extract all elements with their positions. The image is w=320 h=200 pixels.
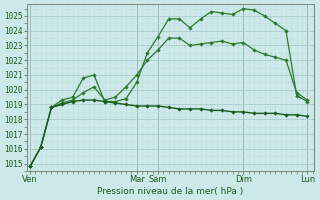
X-axis label: Pression niveau de la mer( hPa ): Pression niveau de la mer( hPa ) [97,187,244,196]
